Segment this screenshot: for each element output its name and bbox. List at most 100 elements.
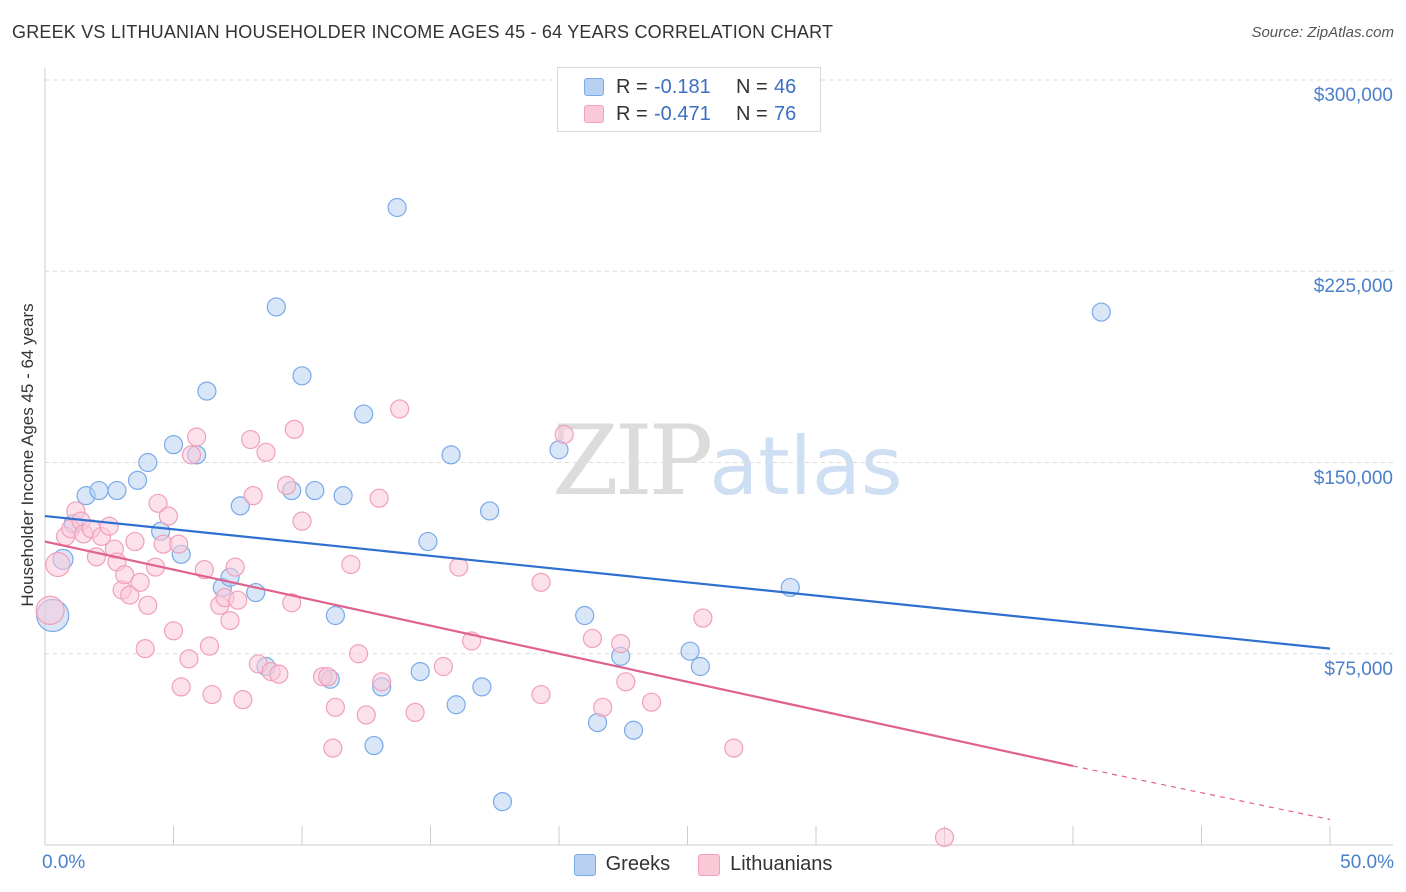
legend-row-lithuanians: R = -0.471 N = 76	[584, 103, 796, 125]
lithuanian-point	[554, 424, 574, 445]
greek-point	[446, 695, 466, 715]
chart-title: GREEK VS LITHUANIAN HOUSEHOLDER INCOME A…	[12, 22, 834, 42]
bottom-legend-label-lithuanians: Lithuanians	[730, 853, 833, 875]
lithuanian-point	[369, 488, 389, 508]
lithuanian-point	[138, 595, 158, 615]
legend-n-label: N =	[736, 102, 768, 125]
lithuanian-point	[179, 649, 199, 669]
lithuanian-point	[582, 628, 603, 649]
legend-swatch-lithuanians	[584, 105, 604, 123]
lithuanian-point	[187, 427, 207, 447]
legend-swatch-greeks	[584, 78, 604, 96]
lithuanian-point	[693, 608, 713, 628]
lithuanian-point	[256, 442, 276, 462]
greek-point	[138, 452, 158, 473]
greek-trend-line	[44, 514, 1331, 650]
greek-point	[305, 480, 325, 501]
greek-point	[690, 656, 710, 677]
lithuanian-point	[158, 506, 178, 526]
greek-point	[266, 297, 286, 317]
lithuanian-point	[282, 593, 302, 613]
bottom-legend-swatch-lithuanians	[698, 853, 721, 876]
lithuanian-point	[325, 697, 346, 717]
greek-point	[1091, 302, 1111, 322]
lithuanian-point	[611, 633, 631, 654]
lithuanian-point	[449, 557, 469, 577]
lithuanian-point	[194, 559, 214, 580]
greek-point	[418, 531, 438, 552]
greek-point	[107, 480, 127, 501]
y-tick-label: $75,000	[1324, 658, 1393, 680]
lithuanian-point	[372, 672, 392, 692]
lithuanian-point	[202, 684, 222, 705]
lithuanian-point	[641, 692, 662, 712]
lithuanian-point	[228, 590, 248, 610]
lithuanian-point	[130, 572, 150, 592]
lithuanian-point	[284, 419, 304, 439]
lithuanian-trend-extension	[1072, 765, 1331, 821]
lithuanian-point	[233, 690, 253, 710]
y-tick-label: $150,000	[1313, 467, 1393, 489]
lithuanian-point	[356, 705, 376, 725]
bottom-legend-lithuanians: Lithuanians	[698, 853, 832, 876]
legend-r-value: -0.471	[654, 102, 711, 125]
legend: R = -0.181 N = 46 R = -0.471 N = 76	[557, 67, 821, 132]
y-tick-label: $300,000	[1313, 85, 1393, 106]
legend-row-greeks: R = -0.181 N = 46	[584, 76, 796, 98]
bottom-legend-label-greeks: Greeks	[605, 853, 671, 875]
lithuanian-point	[348, 644, 369, 664]
bottom-legend-greeks: Greeks	[573, 853, 671, 876]
greek-point	[492, 792, 513, 812]
lithuanian-point	[269, 664, 289, 684]
lithuanian-point	[341, 554, 361, 575]
legend-r-label: R =	[616, 75, 648, 98]
lithuanian-point	[241, 429, 261, 450]
greek-point	[354, 404, 374, 424]
greek-point	[575, 605, 595, 626]
bottom-legend: Greeks Lithuanians	[0, 853, 1406, 876]
x-tick-label-max: 50.0%	[1340, 852, 1394, 873]
lithuanian-point	[225, 557, 245, 577]
greek-point	[364, 735, 384, 756]
x-tick-label-min: 0.0%	[42, 852, 86, 873]
lithuanian-point	[35, 595, 65, 626]
greek-point	[197, 381, 217, 401]
greek-point	[472, 677, 492, 697]
greek-point	[127, 470, 148, 490]
lithuanian-point	[169, 534, 189, 554]
y-tick-label: $225,000	[1313, 276, 1393, 298]
lithuanian-point	[163, 621, 184, 641]
lithuanian-point	[45, 551, 71, 578]
lithuanian-point	[405, 702, 425, 723]
lithuanian-point	[433, 656, 453, 677]
greek-point	[480, 501, 500, 521]
lithuanian-point	[276, 475, 297, 496]
greek-point	[387, 197, 407, 218]
lithuanian-point	[531, 572, 551, 592]
lithuanian-trend-line	[44, 540, 1074, 768]
lithuanian-point	[934, 827, 955, 847]
lithuanian-point	[390, 399, 410, 419]
legend-n-value: 76	[774, 102, 797, 125]
greek-point	[89, 480, 109, 501]
greek-point	[410, 661, 430, 682]
lithuanian-point	[181, 445, 202, 465]
lithuanian-point	[148, 493, 168, 513]
legend-r-label: R =	[616, 102, 648, 125]
greek-point	[292, 366, 312, 386]
greek-point	[680, 641, 700, 661]
lithuanian-point	[199, 636, 220, 656]
lithuanian-point	[616, 672, 636, 692]
lithuanian-point	[171, 677, 191, 697]
lithuanian-point	[593, 697, 613, 717]
greek-point	[333, 486, 353, 506]
lithuanian-point	[323, 738, 343, 758]
greek-point	[230, 496, 250, 516]
lithuanian-point	[724, 738, 744, 758]
source-label: Source: ZipAtlas.com	[1251, 24, 1394, 41]
legend-n-value: 46	[774, 75, 797, 98]
greek-point	[623, 720, 644, 740]
lithuanian-point	[99, 516, 119, 536]
lithuanian-point	[120, 585, 140, 605]
